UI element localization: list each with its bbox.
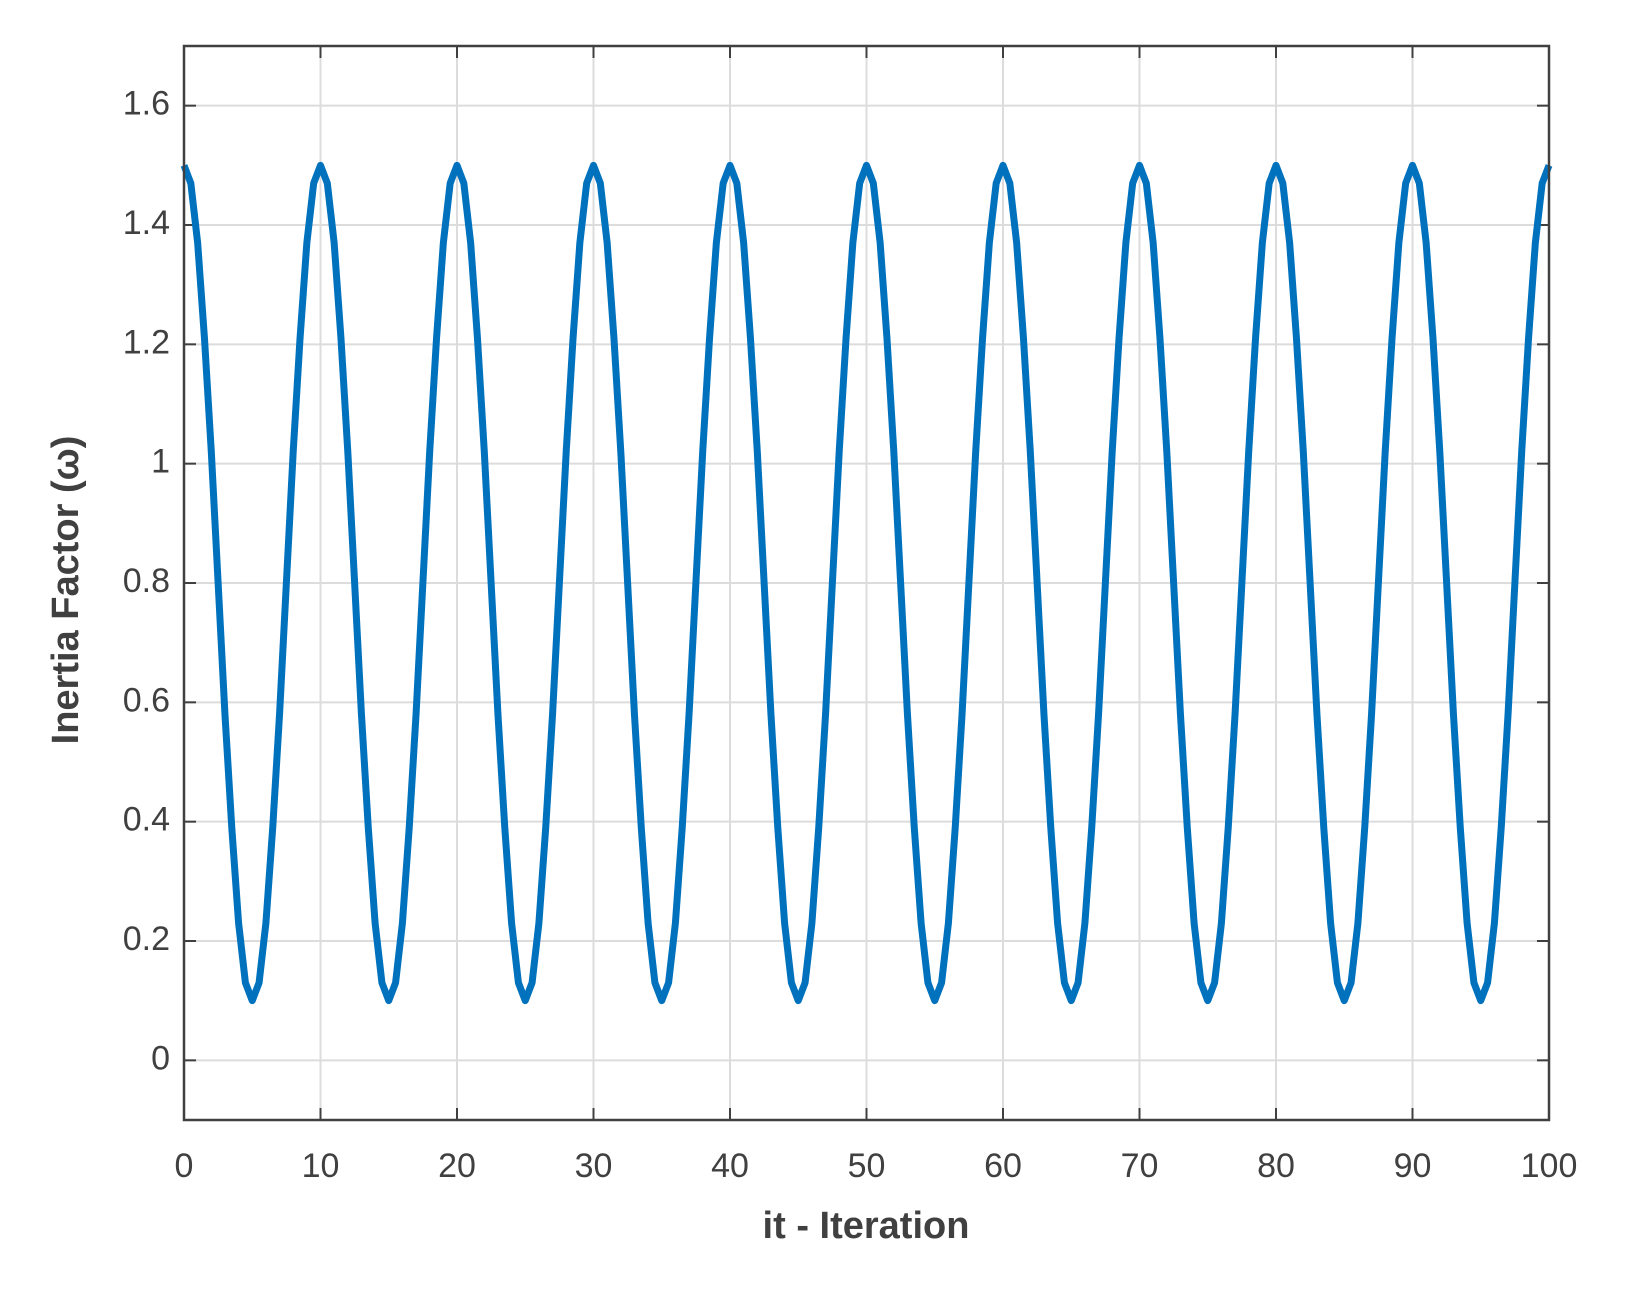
x-tick-label: 40 — [711, 1147, 749, 1185]
y-tick-label: 0.6 — [123, 681, 170, 719]
y-tick-label: 0.2 — [123, 920, 170, 958]
y-tick-label: 1.2 — [123, 323, 170, 361]
y-tick-label: 0.4 — [123, 801, 170, 839]
y-tick-label: 0.8 — [123, 562, 170, 600]
y-axis-label: Inertia Factor (ω) — [45, 436, 87, 745]
y-tick-label: 1 — [151, 443, 170, 481]
x-tick-label: 100 — [1521, 1147, 1578, 1185]
x-tick-label: 80 — [1257, 1147, 1295, 1185]
x-tick-label: 10 — [302, 1147, 340, 1185]
y-tick-label: 1.4 — [123, 204, 170, 242]
x-tick-label: 30 — [575, 1147, 613, 1185]
y-tick-label: 0 — [151, 1039, 170, 1077]
x-tick-label: 0 — [175, 1147, 194, 1185]
x-tick-label: 60 — [984, 1147, 1022, 1185]
plot-frame — [182, 44, 1551, 1122]
x-tick-label: 90 — [1394, 1147, 1432, 1185]
data-line — [180, 161, 1553, 1005]
x-tick-label: 50 — [848, 1147, 886, 1185]
x-tick-label: 70 — [1121, 1147, 1159, 1185]
y-tick-label: 1.6 — [123, 85, 170, 123]
x-axis-label: it - Iteration — [763, 1205, 970, 1247]
x-tick-label: 20 — [438, 1147, 476, 1185]
